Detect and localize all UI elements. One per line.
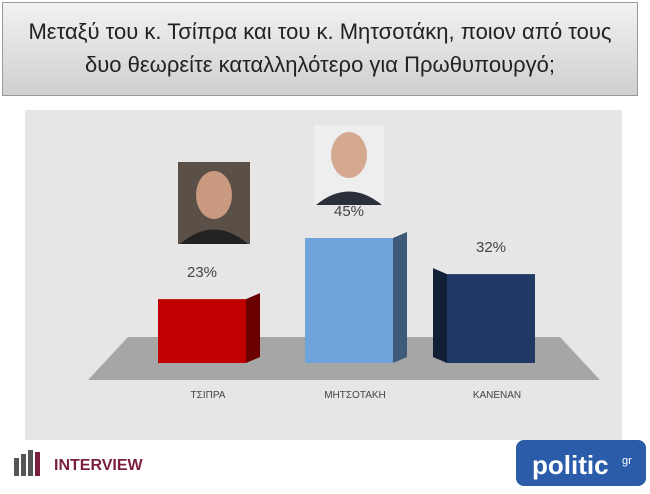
data-label: 45%	[334, 203, 364, 220]
bar	[305, 238, 393, 363]
logo-politic: politic gr	[516, 440, 646, 486]
bar	[158, 299, 246, 363]
bar-side	[393, 232, 407, 363]
photo-mitsotakis	[314, 125, 384, 205]
x-tick-label: ΤΣΙΠΡΑ	[191, 390, 226, 401]
logo-suffix: gr	[622, 455, 632, 467]
chart-title: Μεταξύ του κ. Τσίπρα και του κ. Μητσοτάκ…	[2, 2, 638, 96]
photo-tsipras	[178, 162, 250, 244]
bar-side	[246, 293, 260, 363]
logo-text: INTERVIEW	[54, 457, 144, 474]
data-label: 32%	[476, 239, 506, 256]
bar-side	[433, 268, 447, 363]
x-tick-label: ΚΑΝΕΝΑΝ	[473, 390, 521, 401]
x-tick-label: ΜΗΤΣΟΤΑΚΗ	[324, 390, 386, 401]
logo-interview: INTERVIEW	[14, 450, 144, 476]
logo-text: politic	[532, 450, 609, 480]
bar	[447, 274, 535, 363]
data-label: 23%	[187, 264, 217, 281]
